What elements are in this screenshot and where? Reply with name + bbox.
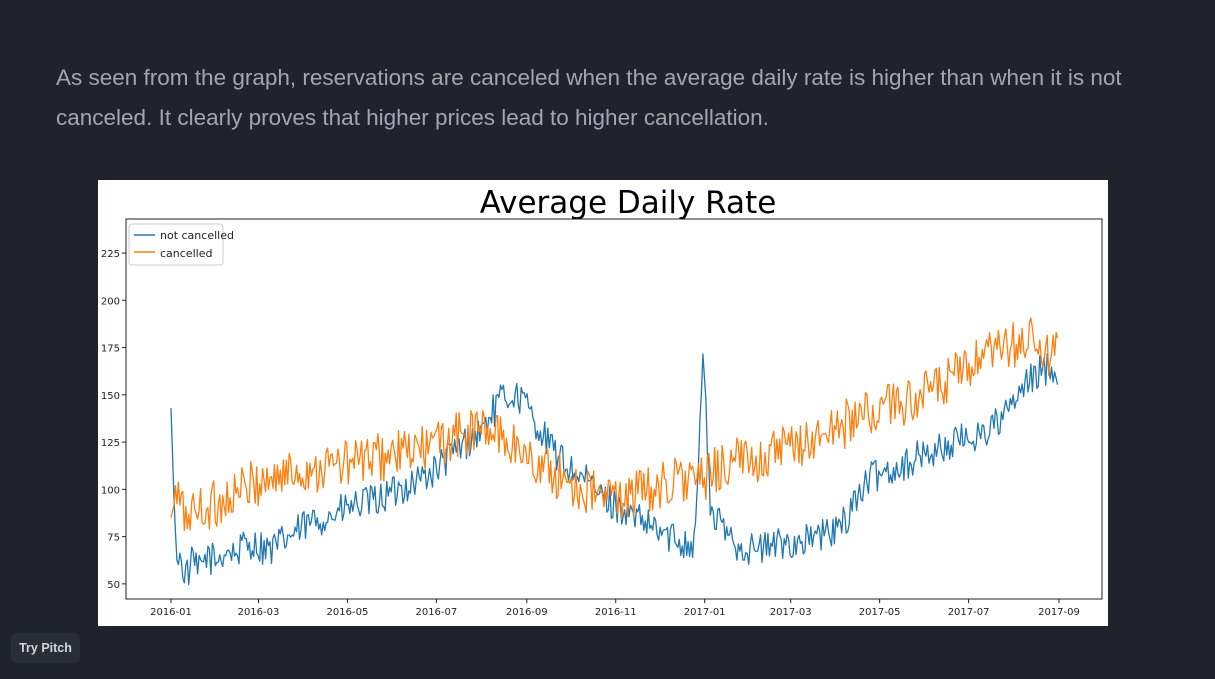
y-tick-label: 50 bbox=[107, 580, 120, 591]
slide-paragraph: As seen from the graph, reservations are… bbox=[56, 65, 1122, 130]
x-tick-label: 2017-03 bbox=[770, 607, 812, 618]
try-pitch-button[interactable]: Try Pitch bbox=[11, 633, 80, 663]
x-tick-label: 2016-01 bbox=[150, 607, 192, 618]
x-tick-label: 2016-05 bbox=[327, 607, 369, 618]
x-tick-label: 2017-05 bbox=[859, 607, 901, 618]
x-tick-label: 2016-03 bbox=[238, 607, 280, 618]
y-tick-label: 150 bbox=[101, 391, 120, 402]
x-axis: 2016-01 2016-03 2016-05 2016-07 2016-09 2016-… bbox=[150, 599, 1080, 618]
y-tick-label: 100 bbox=[101, 485, 120, 496]
x-tick-label: 2017-01 bbox=[684, 607, 726, 618]
x-tick-label: 2017-07 bbox=[948, 607, 990, 618]
y-tick-label: 125 bbox=[101, 438, 120, 449]
x-tick-label: 2017-09 bbox=[1038, 607, 1080, 618]
legend-label-cancelled: cancelled bbox=[160, 247, 212, 260]
y-tick-label: 75 bbox=[107, 533, 120, 544]
chart-card: Average Daily Rate 50 75 100 125 150 175 200 22… bbox=[98, 180, 1108, 626]
legend: not cancelled cancelled bbox=[128, 223, 234, 266]
y-axis: 50 75 100 125 150 175 200 225 bbox=[101, 249, 126, 591]
chart-title: Average Daily Rate bbox=[480, 185, 777, 221]
plot-frame bbox=[125, 218, 1103, 600]
y-tick-label: 200 bbox=[101, 296, 120, 307]
legend-label-not-cancelled: not cancelled bbox=[160, 229, 234, 242]
y-tick-label: 225 bbox=[101, 249, 120, 260]
x-tick-label: 2016-11 bbox=[595, 607, 637, 618]
series-layer bbox=[170, 317, 1059, 586]
series-line-cancelled bbox=[170, 317, 1059, 532]
x-tick-label: 2016-09 bbox=[506, 607, 548, 618]
y-tick-label: 175 bbox=[101, 344, 120, 355]
average-daily-rate-chart: Average Daily Rate 50 75 100 125 150 175 200 22… bbox=[101, 185, 1103, 618]
x-tick-label: 2016-07 bbox=[415, 607, 457, 618]
